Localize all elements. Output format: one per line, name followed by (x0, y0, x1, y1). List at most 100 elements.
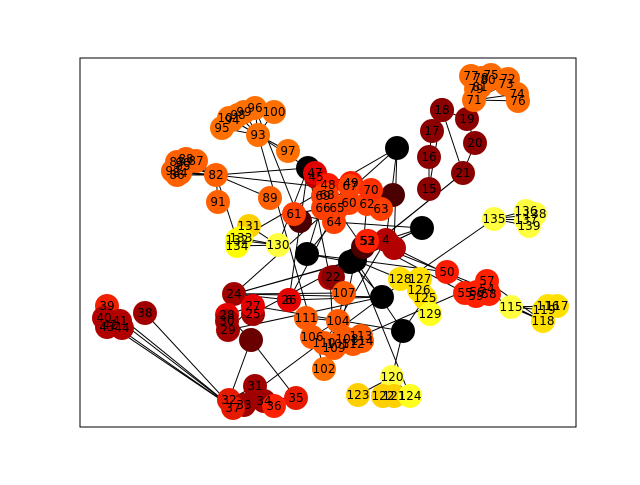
node-label: 57 (479, 274, 494, 288)
node-label: 105 (327, 337, 350, 351)
node-label: 74 (509, 87, 524, 101)
node-label: 59 (468, 289, 483, 303)
graph-node (370, 285, 394, 309)
node-label: 87 (188, 154, 203, 168)
graph-node (161, 159, 185, 183)
graph-node (246, 123, 270, 147)
node-label: 104 (327, 314, 350, 328)
node-label: 28 (219, 308, 234, 322)
node-label: 35 (288, 391, 303, 405)
node-label: 110 (313, 336, 336, 350)
node-label: 55 (457, 286, 472, 300)
graph-node (294, 306, 318, 330)
node-label: 36 (266, 399, 281, 413)
node-label: 139 (518, 219, 541, 233)
node-label: 99 (236, 105, 251, 119)
node-label: 101 (218, 111, 241, 125)
node-label: 79 (468, 82, 483, 96)
node-label: 61 (286, 207, 301, 221)
graph-node (295, 242, 319, 266)
node-label: 29 (220, 323, 235, 337)
graph-node (455, 107, 479, 131)
node-label: 91 (210, 195, 225, 209)
node-label: 98 (230, 108, 245, 122)
graph-node (312, 331, 336, 355)
graph-node (276, 139, 300, 163)
node-label: 43 (99, 320, 114, 334)
node-label: 4 (382, 233, 390, 247)
node-label: 88 (178, 152, 193, 166)
node-label: 77 (463, 69, 478, 83)
graph-edge (119, 320, 234, 409)
node-label: 102 (313, 362, 336, 376)
graph-node (408, 267, 432, 291)
node-label: 58 (481, 287, 496, 301)
node-label: 62 (359, 197, 374, 211)
node-label: 138 (524, 207, 547, 221)
graph-node (225, 234, 249, 258)
node-label: 82 (208, 168, 223, 182)
node-label: 15 (421, 182, 436, 196)
graph-node (311, 184, 335, 208)
graph-edge (233, 147, 398, 295)
node-label: 34 (256, 394, 271, 408)
graph-node (417, 145, 441, 169)
node-label: 65 (329, 201, 344, 215)
node-label: 133 (230, 231, 253, 245)
graph-node (418, 302, 442, 326)
node-label: 24 (226, 287, 241, 301)
node-label: 129 (419, 307, 442, 321)
node-label: 41 (112, 314, 127, 328)
node-label: 90 (175, 156, 190, 170)
graph-node (371, 384, 395, 408)
node-label: 96 (247, 101, 262, 115)
graph-node (346, 383, 370, 407)
node-label: 72 (500, 72, 515, 86)
graph-node (262, 100, 286, 124)
graph-edge (109, 324, 234, 409)
node-label: 16 (421, 150, 436, 164)
node-label: 25 (245, 307, 260, 321)
graph-node (204, 163, 228, 187)
node-label: 67 (342, 179, 357, 193)
graph-node (282, 202, 306, 226)
graph-node (217, 106, 241, 130)
node-label: 50 (439, 265, 454, 279)
node-label: 115 (500, 300, 523, 314)
node-label: 85 (175, 159, 190, 173)
graph-edge (215, 167, 309, 176)
graph-edge (144, 312, 234, 409)
node-label: 56 (469, 285, 484, 299)
graph-edge (354, 259, 448, 273)
graph-node (464, 284, 488, 308)
graph-node (133, 301, 157, 325)
node-label: 52 (360, 234, 375, 248)
graph-node (262, 394, 286, 418)
node-label: 118 (532, 314, 555, 328)
node-label: 93 (250, 128, 265, 142)
node-label: 123 (347, 388, 370, 402)
node-label: 37 (225, 401, 240, 415)
node-label: 89 (262, 191, 277, 205)
graph-node (410, 216, 434, 240)
node-label: 78 (473, 71, 488, 85)
node-label: 136 (515, 204, 538, 218)
node-label: 49 (343, 176, 358, 190)
graph-node (517, 214, 541, 238)
graph-node (385, 136, 409, 160)
graph-node (388, 267, 412, 291)
node-label: 127 (409, 272, 432, 286)
node-label: 86 (169, 168, 184, 182)
node-label: 122 (372, 389, 395, 403)
graph-node (277, 288, 301, 312)
graph-edge (337, 239, 387, 322)
graph-node (258, 186, 282, 210)
node-label: 113 (350, 329, 373, 343)
node-label: 100 (263, 105, 286, 119)
graph-node (417, 177, 441, 201)
graph-node (221, 396, 245, 420)
node-label: 60 (341, 196, 356, 210)
node-label: 20 (467, 136, 482, 150)
node-label: 76 (510, 94, 525, 108)
graph-node (215, 309, 239, 333)
